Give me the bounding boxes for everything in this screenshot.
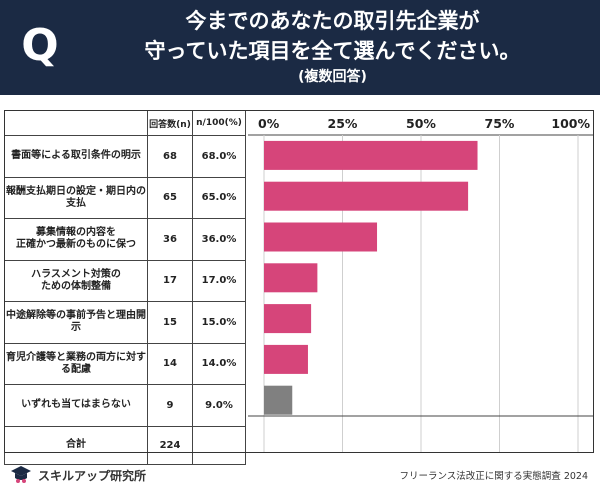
x-tick-label: 75% xyxy=(485,116,515,131)
header-pct: n/100(%) xyxy=(192,110,246,136)
row-label: 書面等による取引条件の明示 xyxy=(4,135,148,178)
row-label: ハラスメント対策の ための体制整備 xyxy=(4,259,148,302)
title-line-3: (複数回答) xyxy=(298,69,367,85)
bar xyxy=(264,181,469,211)
brand-name: スキルアップ研究所 xyxy=(38,469,147,483)
row-label: いずれも当てはまらない xyxy=(4,384,148,427)
x-tick-label: 100% xyxy=(551,116,590,131)
graduation-cap-icon xyxy=(11,466,31,483)
row-count: 15 xyxy=(147,301,193,344)
table-row: 募集情報の内容を 正確かつ最新のものに保つ 36 36.0% xyxy=(4,218,246,261)
row-label: 育児介護等と業務の両方に対する配慮 xyxy=(4,342,148,385)
row-pct: 17.0% xyxy=(192,259,246,302)
title-line-2: 守っていた項目を全て選んでください。 xyxy=(144,39,521,63)
header-count: 回答数(n) xyxy=(147,110,193,136)
table-row: 育児介護等と業務の両方に対する配慮 14 14.0% xyxy=(4,342,246,385)
bar-chart-svg: 0% 25% 50% 75% 100% xyxy=(248,116,594,453)
bar-chart: 0% 25% 50% 75% 100% xyxy=(248,110,594,453)
total-row: 合計 224 xyxy=(4,425,246,465)
page-title: 今までのあなたの取引先企業が 守っていた項目を全て選んでください。 (複数回答) xyxy=(80,6,585,88)
bar xyxy=(264,385,293,415)
row-count: 17 xyxy=(147,259,193,302)
chart-frame xyxy=(4,110,594,453)
row-pct: 68.0% xyxy=(192,135,246,178)
title-line-1: 今までのあなたの取引先企業が xyxy=(185,9,480,33)
q-icon: Q xyxy=(18,24,62,68)
table-row: 中途解除等の事前予告と理由開示 15 15.0% xyxy=(4,301,246,344)
bar xyxy=(264,344,308,374)
x-tick-label: 25% xyxy=(328,116,358,131)
header-blank xyxy=(4,110,148,136)
x-tick-label: 0% xyxy=(258,116,280,131)
row-label: 報酬支払期日の設定・期日内の支払 xyxy=(4,176,148,219)
bar xyxy=(264,140,478,170)
bar xyxy=(264,304,312,334)
row-pct: 15.0% xyxy=(192,301,246,344)
row-count: 68 xyxy=(147,135,193,178)
source-note: フリーランス法改正に関する実態調査 2024 xyxy=(399,471,588,482)
bar xyxy=(264,263,318,293)
q-mark: Q xyxy=(21,20,59,71)
data-table: 回答数(n) n/100(%) 書面等による取引条件の明示 68 68.0% 報… xyxy=(4,110,246,465)
table-row: 書面等による取引条件の明示 68 68.0% xyxy=(4,135,246,178)
row-label: 中途解除等の事前予告と理由開示 xyxy=(4,301,148,344)
header-banner: Q 今までのあなたの取引先企業が 守っていた項目を全て選んでください。 (複数回… xyxy=(0,0,600,95)
x-tick-label: 50% xyxy=(406,116,436,131)
total-pct-blank xyxy=(192,425,246,465)
row-label: 募集情報の内容を 正確かつ最新のものに保つ xyxy=(4,218,148,261)
table-header-row: 回答数(n) n/100(%) xyxy=(4,110,246,136)
table-row: ハラスメント対策の ための体制整備 17 17.0% xyxy=(4,259,246,302)
row-pct: 65.0% xyxy=(192,176,246,219)
row-pct: 36.0% xyxy=(192,218,246,261)
bar xyxy=(264,222,378,252)
total-label: 合計 xyxy=(4,425,148,465)
row-pct: 14.0% xyxy=(192,342,246,385)
table-row: 報酬支払期日の設定・期日内の支払 65 65.0% xyxy=(4,176,246,219)
table-row: いずれも当てはまらない 9 9.0% xyxy=(4,384,246,427)
